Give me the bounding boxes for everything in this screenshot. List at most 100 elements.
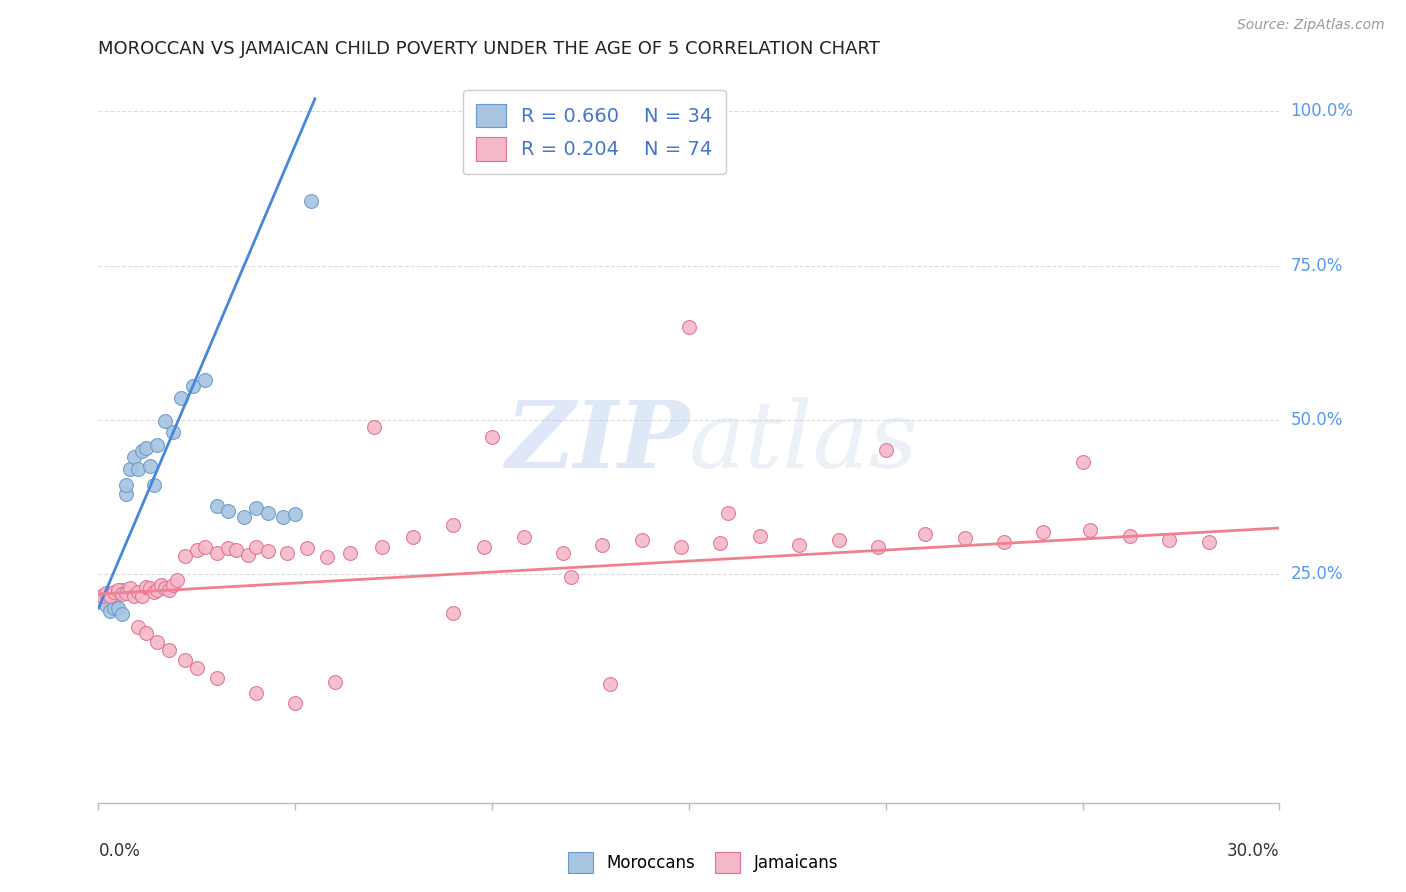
Point bbox=[1071, 455, 1094, 469]
Point bbox=[560, 570, 582, 584]
Point bbox=[284, 507, 307, 521]
Point bbox=[1080, 523, 1102, 537]
Point bbox=[371, 540, 394, 554]
Point bbox=[157, 582, 180, 597]
Point bbox=[181, 379, 204, 393]
Point bbox=[131, 443, 153, 458]
Point bbox=[709, 536, 731, 550]
Legend: Moroccans, Jamaicans: Moroccans, Jamaicans bbox=[561, 846, 845, 880]
Text: 25.0%: 25.0% bbox=[1291, 566, 1343, 583]
Point bbox=[441, 517, 464, 532]
Text: MOROCCAN VS JAMAICAN CHILD POVERTY UNDER THE AGE OF 5 CORRELATION CHART: MOROCCAN VS JAMAICAN CHILD POVERTY UNDER… bbox=[98, 40, 880, 58]
Point bbox=[150, 578, 173, 592]
Point bbox=[953, 532, 976, 546]
Point bbox=[914, 527, 936, 541]
Point bbox=[205, 500, 228, 514]
Point bbox=[91, 589, 114, 603]
Point bbox=[441, 606, 464, 620]
Point bbox=[174, 549, 197, 563]
Point bbox=[993, 535, 1015, 549]
Text: 0.0%: 0.0% bbox=[98, 842, 141, 860]
Text: 75.0%: 75.0% bbox=[1291, 257, 1343, 275]
Point bbox=[205, 671, 228, 685]
Point bbox=[472, 540, 495, 554]
Point bbox=[402, 530, 425, 544]
Text: 50.0%: 50.0% bbox=[1291, 411, 1343, 429]
Point bbox=[481, 430, 503, 444]
Point bbox=[98, 587, 121, 601]
Point bbox=[122, 589, 145, 603]
Point bbox=[205, 546, 228, 560]
Point bbox=[98, 589, 121, 603]
Point bbox=[186, 542, 208, 557]
Point bbox=[551, 546, 574, 560]
Point bbox=[256, 544, 278, 558]
Point bbox=[138, 581, 160, 595]
Point bbox=[866, 540, 889, 554]
Point bbox=[748, 529, 770, 543]
Point bbox=[115, 487, 138, 501]
Point bbox=[678, 320, 700, 334]
Point bbox=[103, 601, 125, 615]
Point bbox=[118, 462, 141, 476]
Point bbox=[273, 510, 295, 524]
Point bbox=[1032, 525, 1054, 540]
Point bbox=[245, 500, 267, 515]
Point bbox=[591, 538, 613, 552]
Point bbox=[276, 546, 298, 560]
Point bbox=[111, 582, 134, 597]
Text: atlas: atlas bbox=[689, 397, 918, 486]
Point bbox=[115, 586, 138, 600]
Point bbox=[295, 541, 318, 556]
Point bbox=[245, 686, 267, 700]
Point bbox=[155, 414, 177, 428]
Point bbox=[111, 587, 134, 601]
Point bbox=[256, 506, 278, 520]
Point bbox=[186, 661, 208, 675]
Point bbox=[103, 592, 125, 607]
Point bbox=[512, 530, 534, 544]
Point bbox=[96, 586, 118, 600]
Point bbox=[875, 442, 897, 457]
Point bbox=[127, 620, 149, 634]
Point bbox=[315, 549, 337, 564]
Point bbox=[135, 580, 157, 594]
Point bbox=[122, 450, 145, 464]
Point bbox=[162, 425, 184, 440]
Point bbox=[284, 696, 307, 710]
Point bbox=[118, 581, 141, 595]
Point bbox=[138, 459, 160, 474]
Point bbox=[669, 540, 692, 554]
Point bbox=[127, 584, 149, 599]
Point bbox=[96, 589, 118, 603]
Point bbox=[107, 584, 129, 599]
Point bbox=[135, 441, 157, 455]
Text: 30.0%: 30.0% bbox=[1227, 842, 1279, 860]
Point bbox=[599, 677, 621, 691]
Point bbox=[107, 601, 129, 615]
Text: ZIP: ZIP bbox=[505, 397, 689, 486]
Point bbox=[323, 675, 346, 690]
Point bbox=[107, 582, 129, 597]
Point bbox=[91, 589, 114, 603]
Point bbox=[717, 506, 740, 520]
Point bbox=[146, 582, 169, 597]
Point bbox=[96, 598, 118, 612]
Point bbox=[236, 548, 259, 562]
Point bbox=[194, 373, 217, 387]
Point bbox=[233, 510, 256, 524]
Point bbox=[146, 635, 169, 649]
Point bbox=[135, 626, 157, 640]
Point bbox=[225, 542, 247, 557]
Point bbox=[339, 546, 361, 560]
Point bbox=[787, 538, 810, 552]
Point bbox=[127, 462, 149, 476]
Point bbox=[166, 574, 188, 588]
Point bbox=[146, 437, 169, 451]
Point bbox=[217, 504, 239, 518]
Point bbox=[194, 540, 217, 554]
Point bbox=[1159, 533, 1181, 548]
Point bbox=[103, 584, 125, 599]
Point bbox=[1119, 529, 1142, 543]
Point bbox=[630, 533, 652, 548]
